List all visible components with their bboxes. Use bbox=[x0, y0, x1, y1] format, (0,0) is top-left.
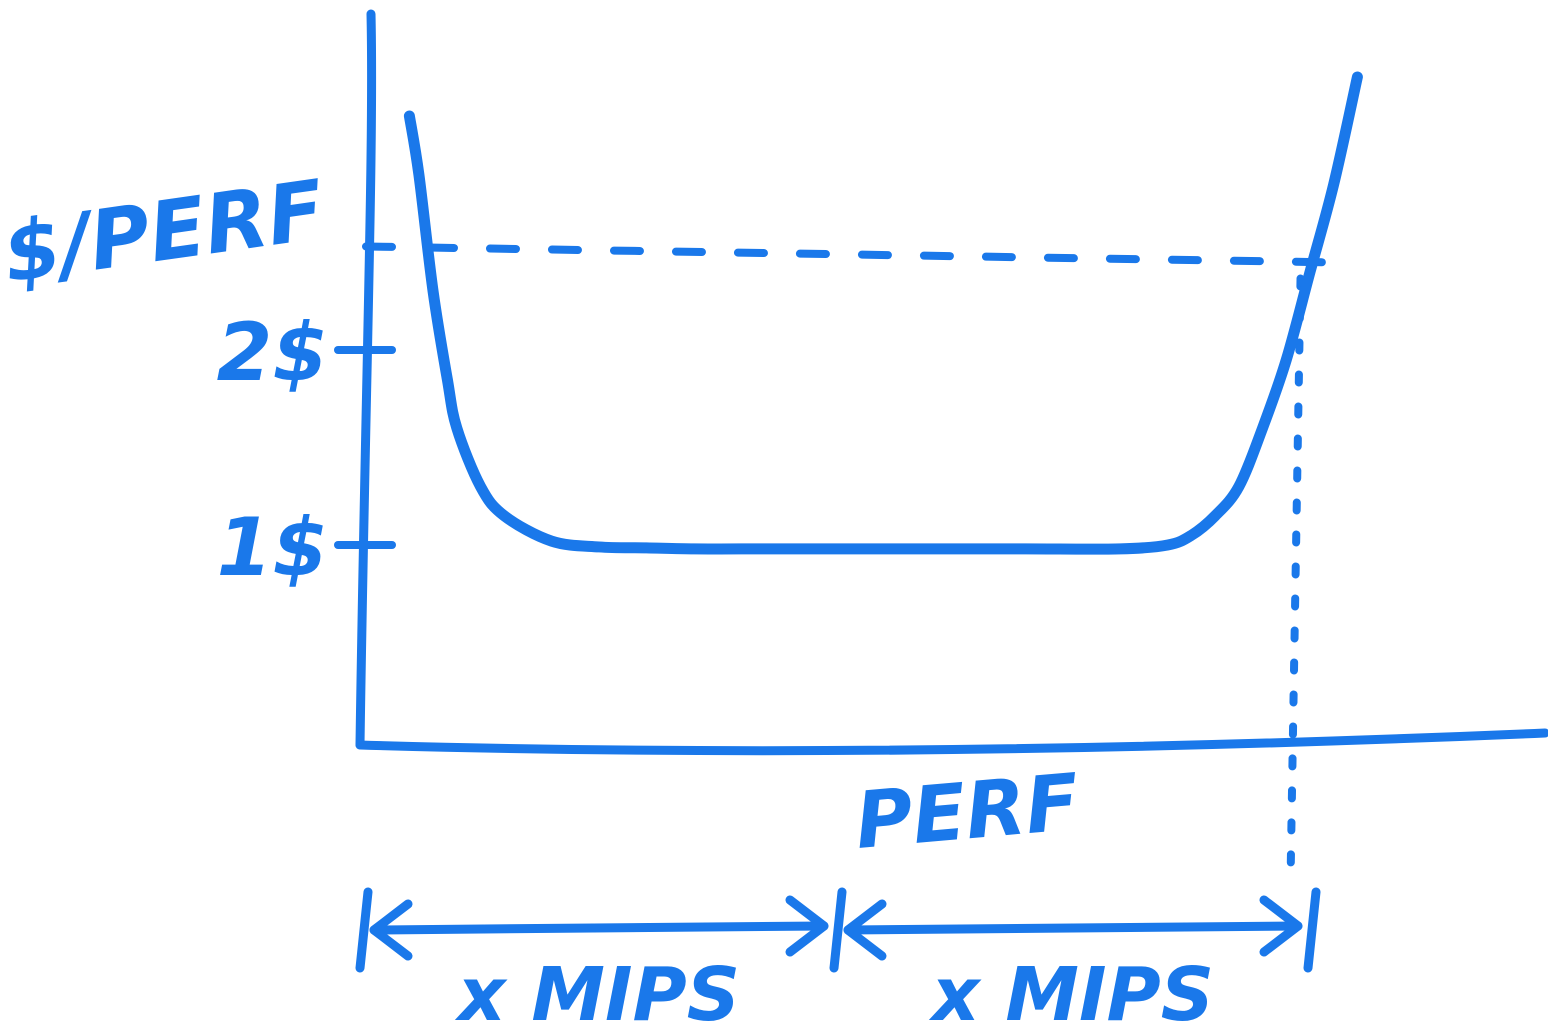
span-arrowhead-right-2 bbox=[1259, 895, 1303, 957]
span-boundary-2 bbox=[829, 887, 847, 973]
span-label-1: x MIPS bbox=[454, 952, 740, 1029]
span-arrowhead-left-2 bbox=[843, 899, 887, 961]
y-axis-label-text: $/PERF bbox=[0, 163, 330, 302]
reference-lines bbox=[362, 242, 1345, 884]
x-axis bbox=[355, 728, 1548, 756]
axes bbox=[355, 9, 1548, 756]
y-tick-label-1: 1$ bbox=[217, 501, 328, 594]
reference-x-dotted-line bbox=[1286, 274, 1305, 884]
y-axis bbox=[355, 9, 377, 750]
span-boundary-1 bbox=[355, 887, 373, 973]
span-label-2: x MIPS bbox=[928, 952, 1214, 1029]
cost-curve bbox=[403, 71, 1363, 555]
x-axis-label: PERF bbox=[852, 758, 1083, 867]
span-arrow-1 bbox=[369, 921, 829, 935]
y-ticks: 1$ 2$ bbox=[217, 306, 396, 594]
span-markers: x MIPS x MIPS bbox=[355, 887, 1321, 1029]
reference-level-dashed-line bbox=[362, 242, 1345, 267]
span-boundary-3 bbox=[1303, 887, 1321, 973]
span-arrowhead-left-1 bbox=[369, 899, 413, 961]
span-arrow-2 bbox=[843, 921, 1303, 935]
y-tick-label-2: 2$ bbox=[217, 306, 328, 399]
series-layer bbox=[403, 71, 1363, 555]
span-arrowhead-right-1 bbox=[785, 895, 829, 957]
y-axis-label: $/PERF bbox=[0, 163, 330, 302]
